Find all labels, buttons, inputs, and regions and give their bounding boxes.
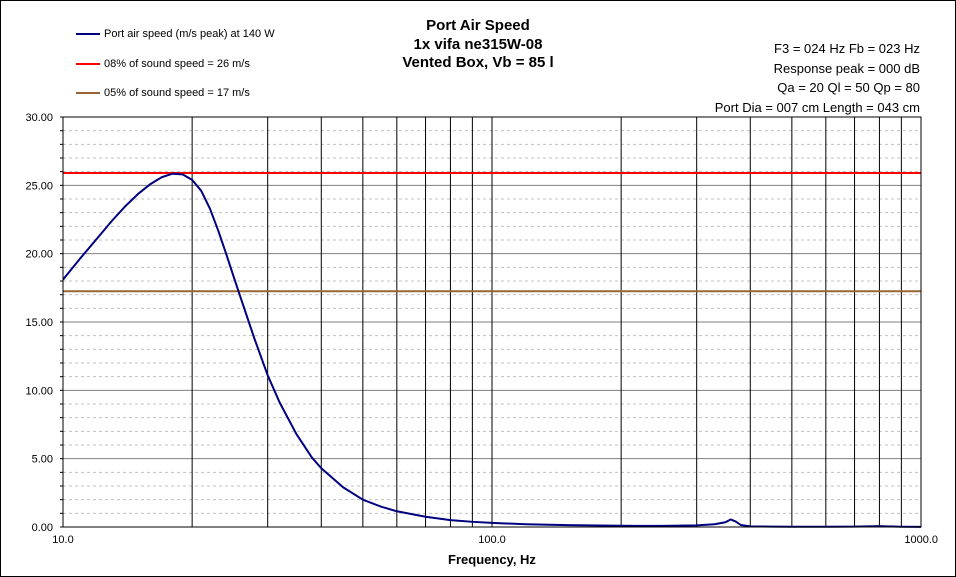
y-tick-label: 10.00	[25, 385, 53, 397]
info-line: F3 = 024 Hz Fb = 023 Hz	[774, 41, 920, 56]
legend-swatch	[76, 92, 100, 94]
title-line: 1x vifa ne315W-08	[413, 35, 543, 53]
legend-swatch	[76, 62, 100, 65]
x-tick-label: 10.0	[52, 534, 73, 546]
title-line: Port Air Speed	[426, 17, 530, 34]
title-line: Vented Box, Vb = 85 l	[402, 54, 554, 71]
info-line: Response peak = 000 dB	[773, 60, 920, 76]
series-layer	[62, 172, 922, 528]
y-tick-label: 15.00	[25, 317, 53, 329]
legend-label: 05% of sound speed = 17 m/s	[104, 87, 250, 99]
x-axis-label: Frequency, Hz	[448, 552, 536, 567]
legend-label: Port air speed (m/s peak) at 140 W	[104, 28, 275, 40]
y-tick-label: 30.00	[25, 112, 53, 124]
y-tick-label: 5.00	[32, 454, 53, 466]
box-parameters: F3 = 024 Hz Fb = 023 Hz Response peak = …	[715, 39, 920, 117]
legend-swatch	[76, 33, 100, 35]
y-axis-tick-labels: 0.00 5.00 10.00 15.00 20.00 25.00 30.00	[25, 112, 53, 534]
info-line: Qa = 20 Ql = 50 Qp = 80	[777, 80, 920, 95]
chart-title: Port Air Speed 1x vifa ne315W-08 Vented …	[0, 17, 956, 73]
y-tick-label: 20.00	[25, 249, 53, 261]
x-axis-tick-labels: 10.0 100.0 1000.0	[52, 534, 938, 546]
y-tick-label: 0.00	[32, 522, 53, 534]
x-tick-label: 100.0	[478, 534, 506, 546]
y-tick-label: 25.00	[25, 180, 53, 192]
info-line: Port Dia = 007 cm Length = 043 cm	[714, 99, 920, 115]
x-tick-label: 1000.0	[904, 534, 938, 546]
series-port-air-speed	[62, 172, 922, 528]
plot-border	[62, 116, 922, 528]
legend-label: 08% of sound speed = 26 m/s	[104, 57, 250, 70]
